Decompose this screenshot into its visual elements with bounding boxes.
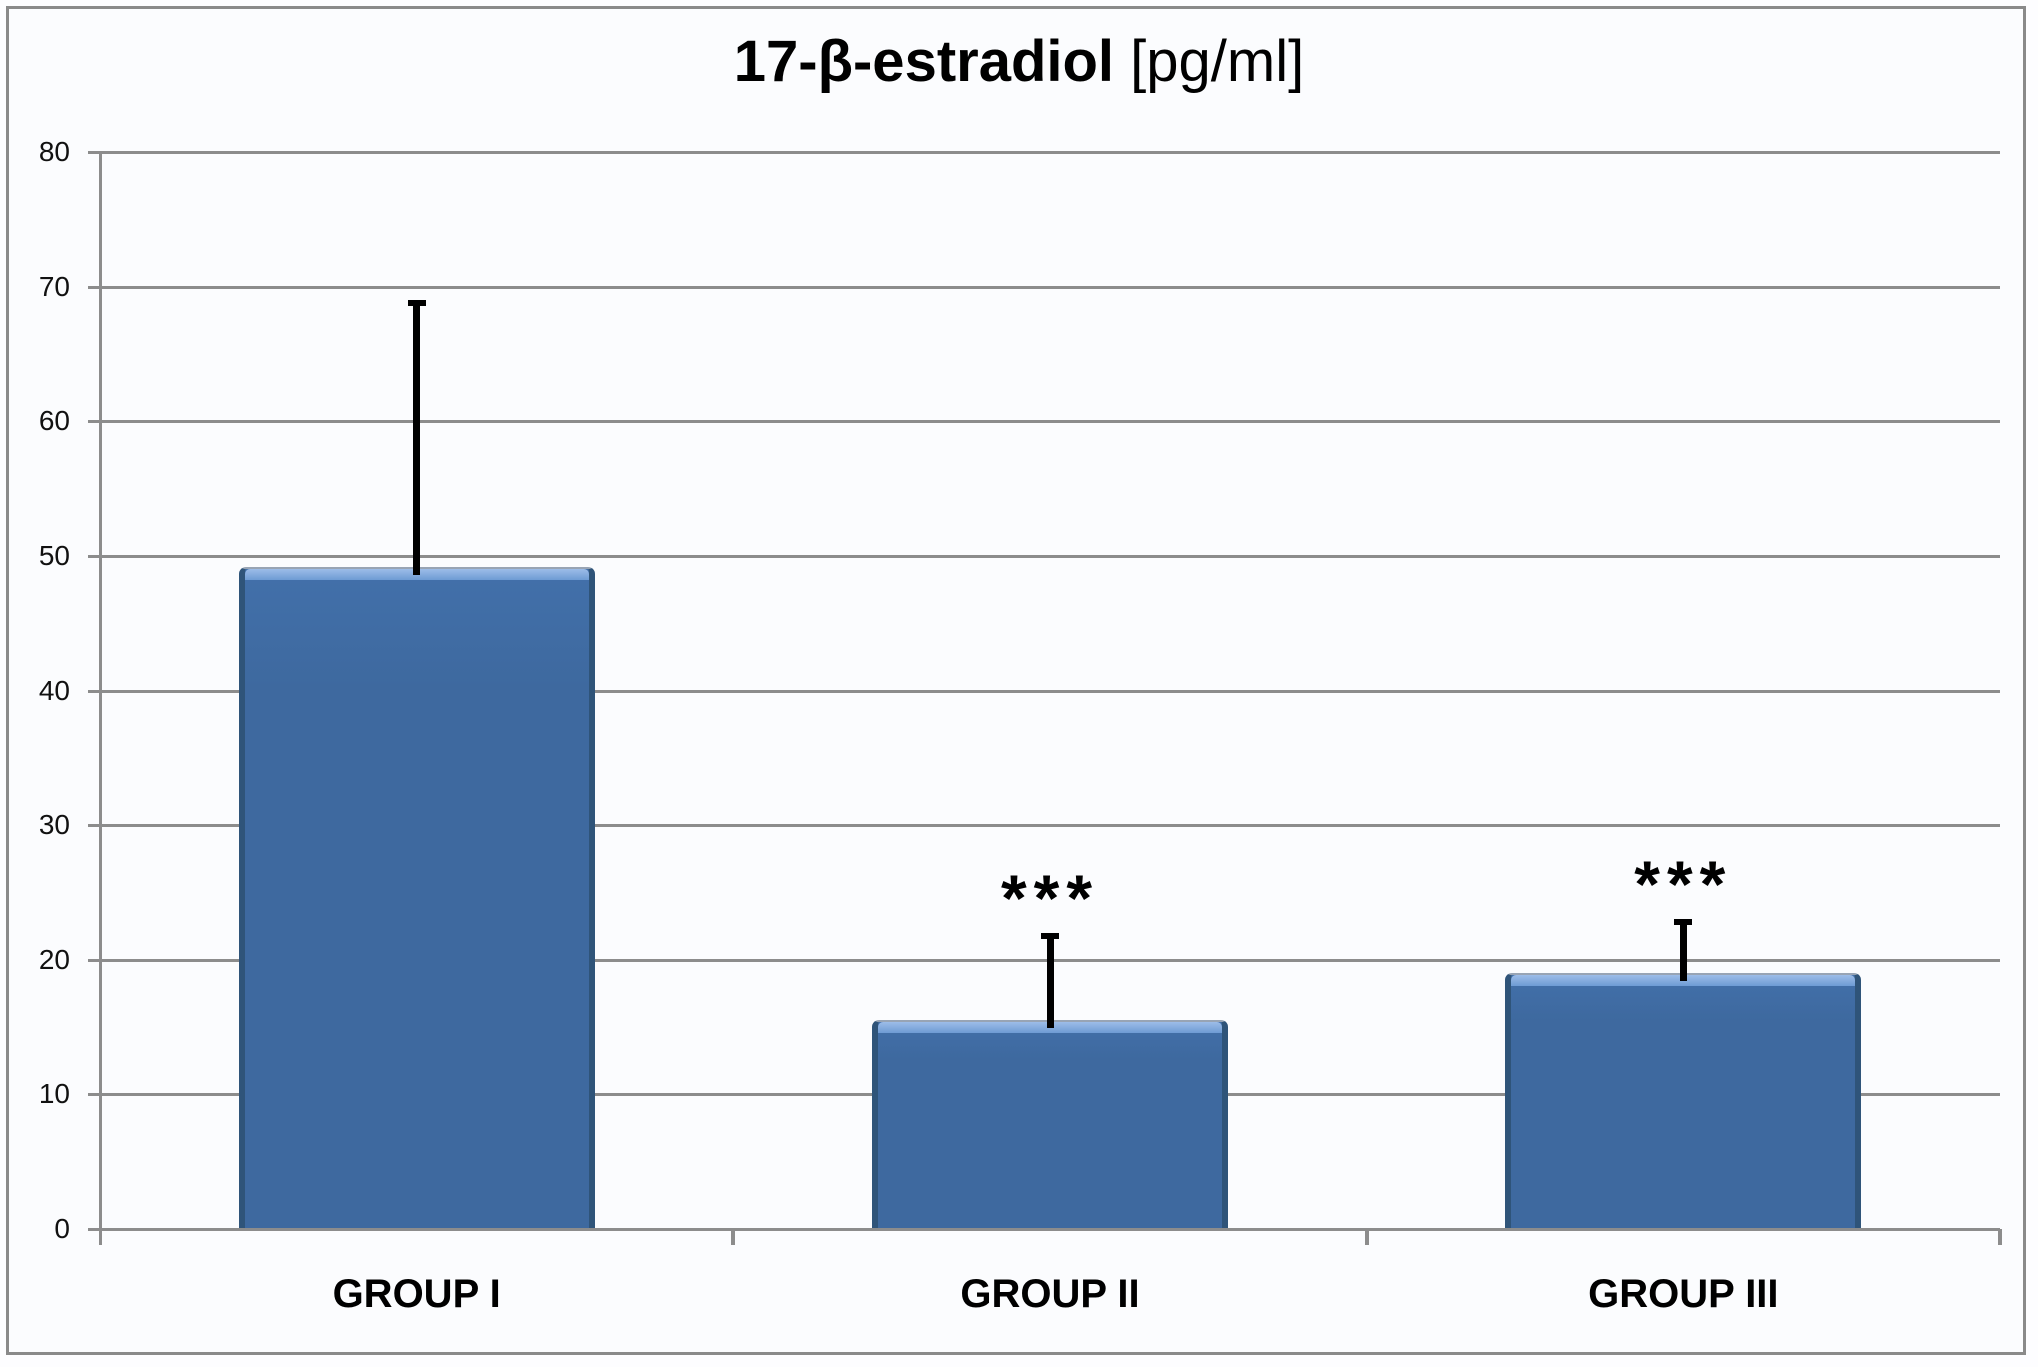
y-axis-line [99, 152, 102, 1245]
significance-marker: *** [1000, 860, 1100, 935]
x-axis-label-3: GROUP III [1588, 1272, 1779, 1316]
error-bar-line [1679, 919, 1687, 982]
gridline [88, 151, 2000, 154]
y-axis-tick-label: 30 [38, 809, 70, 841]
y-axis-tick-label: 50 [38, 539, 70, 571]
chart-title-unit: [pg/ml] [1114, 29, 1305, 94]
gridline [88, 285, 2000, 289]
gridline [88, 689, 2000, 693]
x-axis-line [88, 1228, 2000, 1231]
x-axis-boundary-tick [1364, 1229, 1369, 1245]
x-axis-label-2: GROUP II [960, 1272, 1140, 1316]
error-bar-line [1046, 932, 1054, 1029]
y-axis-tick-label: 0 [54, 1213, 70, 1244]
bar-group-i [238, 566, 595, 1229]
bar-group-ii [872, 1020, 1228, 1229]
significance-marker: *** [1634, 847, 1733, 922]
bar-group-iii [1505, 973, 1862, 1229]
x-axis-boundary-tick [1998, 1229, 2002, 1245]
error-bar-cap [407, 300, 426, 307]
y-axis-tick-label: 70 [38, 270, 70, 302]
chart-title-main: 17-β-estradiol [733, 29, 1115, 94]
y-axis-tick-label: 10 [38, 1078, 70, 1110]
y-axis-tick-label: 80 [38, 136, 70, 167]
y-axis-tick-label: 20 [38, 943, 70, 975]
gridline [88, 554, 2000, 558]
error-bar-line [413, 300, 421, 575]
y-axis-tick-label: 40 [38, 674, 70, 706]
x-axis-label-1: GROUP I [332, 1272, 501, 1316]
error-bar-cap [1674, 919, 1693, 926]
y-axis-tick-label: 60 [38, 405, 70, 437]
error-bar-cap [1041, 932, 1059, 939]
gridline [88, 958, 2000, 962]
gridline [88, 420, 2000, 424]
chart-title: 17-β-estradiol [pg/ml] [0, 28, 2038, 95]
gridline [88, 824, 2000, 828]
x-axis-boundary-tick [731, 1229, 736, 1245]
